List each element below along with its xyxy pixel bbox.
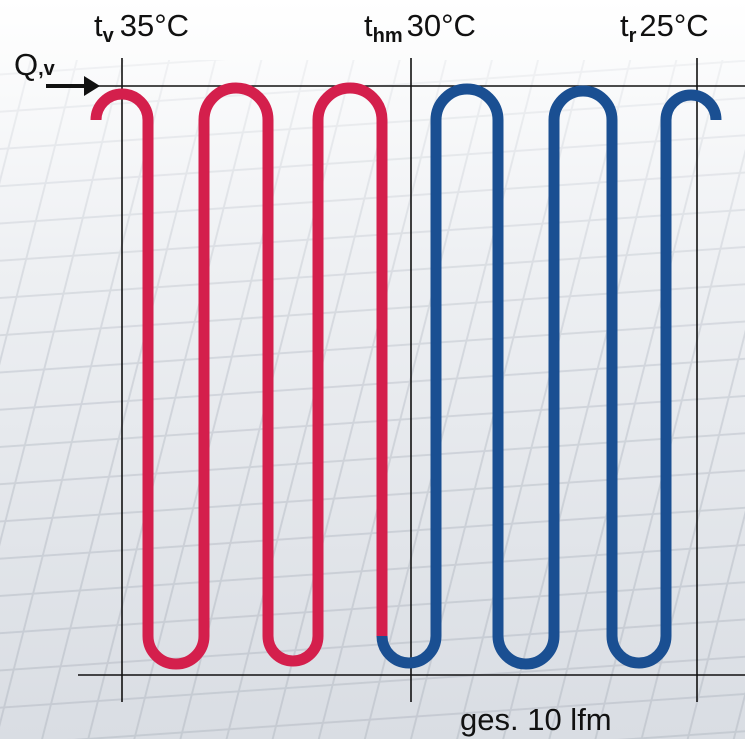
hot-pipe [90, 82, 388, 670]
total-length-label: ges. 10 lfm [460, 702, 612, 737]
mid-temp-label: thm 30°C [364, 8, 476, 47]
arrow-right-icon [46, 76, 100, 96]
background-texture [0, 60, 745, 739]
cold-pipe [376, 83, 722, 670]
reference-lines [78, 58, 745, 702]
flow-label: Q,v [14, 47, 56, 82]
return-temp-label: tr25°C [620, 8, 709, 47]
supply-temp-label: tv 35°C [94, 8, 189, 47]
